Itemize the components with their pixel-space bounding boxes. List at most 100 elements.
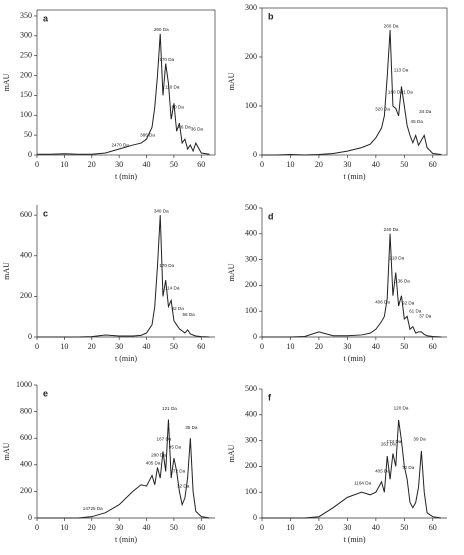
y-tick-label: 400 <box>20 460 32 469</box>
panel-letter: d <box>268 211 274 221</box>
peak-label: 35 Da <box>185 425 198 430</box>
peak-label: 91 Da <box>401 89 414 94</box>
peak-label: 2470 Da <box>111 142 129 147</box>
y-axis-label: mAU <box>227 263 236 281</box>
y-axis-label: mAU <box>2 262 11 280</box>
y-tick-label: 50 <box>24 130 32 139</box>
peak-label: 320 Da <box>375 107 390 112</box>
trace <box>37 33 210 155</box>
y-tick-label: 150 <box>20 90 32 99</box>
peak-label: 340 Da <box>154 208 169 213</box>
x-tick-label: 60 <box>197 342 205 351</box>
panel-letter: c <box>43 208 48 218</box>
peak-label: 45 Da <box>411 119 424 124</box>
x-tick-label: 10 <box>60 342 68 351</box>
y-tick-label: 400 <box>245 229 257 238</box>
peak-label: 82 Da <box>172 306 185 311</box>
y-tick-label: 300 <box>245 254 257 263</box>
x-tick-label: 40 <box>143 342 151 351</box>
peak-label: 170 Da <box>159 263 174 268</box>
peak-label: 37 Da <box>419 313 432 318</box>
peak-label: 14725 Da <box>83 506 103 511</box>
x-tick-label: 40 <box>372 160 380 169</box>
y-tick-label: 0 <box>28 513 32 522</box>
x-tick-label: 60 <box>429 523 437 532</box>
x-tick-label: 20 <box>315 523 323 532</box>
x-axis-label: t (min) <box>344 354 366 363</box>
peak-label: 46 Da <box>178 124 191 129</box>
trace <box>262 30 442 156</box>
y-axis-label: mAU <box>227 72 236 90</box>
x-tick-label: 50 <box>400 523 408 532</box>
plot-frame <box>36 9 216 156</box>
x-axis-label: t (min) <box>344 172 366 181</box>
y-axis-label: mAU <box>2 73 11 91</box>
y-axis-label: mAU <box>227 444 236 462</box>
peak-label: 167 Da <box>157 437 172 442</box>
x-tick-label: 40 <box>372 523 380 532</box>
x-tick-label: 60 <box>197 523 205 532</box>
x-tick-label: 0 <box>35 160 39 169</box>
x-tick-label: 60 <box>197 160 205 169</box>
panel-letter: e <box>43 388 48 398</box>
y-tick-label: 1000 <box>16 380 32 389</box>
x-tick-label: 10 <box>60 160 68 169</box>
x-tick-label: 30 <box>343 523 351 532</box>
panel: 0 10 20 30 40 50 60 0 100 200 300 400 500 t (min) mAU f… <box>227 384 447 544</box>
x-tick-label: 30 <box>115 160 123 169</box>
x-tick-label: 20 <box>315 342 323 351</box>
trace <box>37 419 210 519</box>
peak-label: 280 Da <box>151 453 166 458</box>
x-tick-label: 20 <box>315 160 323 169</box>
peak-label: 170 Da <box>159 57 174 62</box>
x-tick-label: 10 <box>60 523 68 532</box>
y-tick-label: 200 <box>20 70 32 79</box>
peak-label: 405 Da <box>146 461 161 466</box>
trace <box>37 215 210 338</box>
panel-letter: a <box>43 13 49 23</box>
peak-label: 32 Da <box>177 483 190 488</box>
peak-label: 80 Da <box>172 105 185 110</box>
peak-label: 174 Da <box>387 439 402 444</box>
trace <box>262 233 442 338</box>
y-tick-label: 200 <box>20 291 32 300</box>
peak-label: 121 Da <box>162 406 177 411</box>
x-tick-label: 60 <box>429 342 437 351</box>
x-tick-label: 0 <box>260 523 264 532</box>
peak-label: 136 Da <box>395 279 410 284</box>
peak-label: 240 Da <box>384 227 399 232</box>
x-tick-label: 50 <box>170 523 178 532</box>
peak-label: 120 Da <box>394 405 409 410</box>
x-tick-label: 20 <box>88 523 96 532</box>
y-tick-label: 0 <box>253 150 257 159</box>
y-tick-label: 0 <box>28 332 32 341</box>
y-tick-label: 300 <box>245 3 257 12</box>
panel-letter: f <box>268 392 272 402</box>
y-tick-label: 100 <box>20 110 32 119</box>
y-tick-label: 300 <box>20 31 32 40</box>
peak-label: 72 Da <box>173 469 186 474</box>
x-tick-label: 0 <box>260 160 264 169</box>
y-tick-label: 100 <box>245 487 257 496</box>
x-tick-label: 10 <box>286 160 294 169</box>
y-tick-label: 100 <box>245 306 257 315</box>
trace <box>262 419 442 519</box>
y-tick-label: 800 <box>20 406 32 415</box>
y-tick-label: 200 <box>245 461 257 470</box>
peak-label: 39 Da <box>413 436 426 441</box>
y-axis-label: mAU <box>2 442 11 460</box>
peak-label: 260 Da <box>154 27 169 32</box>
panel: 0 10 20 30 40 50 60 0 50 100 150 200 250 300 350 t (min… <box>2 9 216 181</box>
x-tick-label: 40 <box>143 160 151 169</box>
peak-label: 260 Da <box>384 23 399 28</box>
peak-label: 180 Da <box>388 89 403 94</box>
peak-label: 114 Da <box>165 286 180 291</box>
x-axis-label: t (min) <box>115 535 137 544</box>
peak-label: 113 Da <box>394 67 409 72</box>
y-tick-label: 100 <box>245 101 257 110</box>
y-tick-label: 400 <box>245 410 257 419</box>
x-tick-label: 0 <box>35 523 39 532</box>
y-tick-label: 250 <box>20 51 32 60</box>
peak-label: 1164 Da <box>354 480 371 485</box>
peak-label: 92 Da <box>402 301 415 306</box>
